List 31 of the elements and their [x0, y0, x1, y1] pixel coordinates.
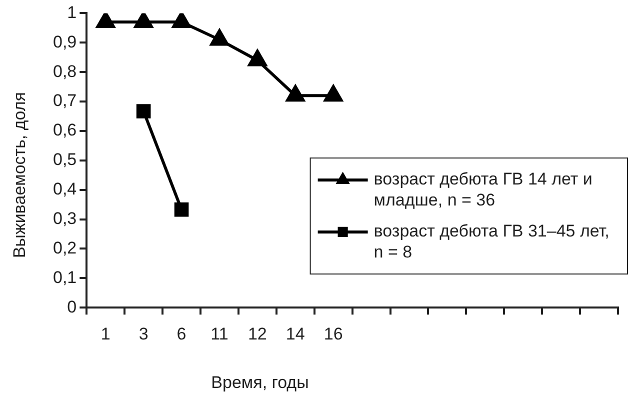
x-tick-label: 12	[248, 324, 267, 344]
point	[248, 50, 267, 66]
point	[172, 13, 191, 28]
point	[174, 202, 189, 217]
x-axis-title: Время, годы	[210, 373, 310, 393]
point	[96, 13, 115, 28]
y-tick-label: 0,1	[52, 268, 77, 287]
point	[286, 85, 305, 102]
y-tick-label: 1	[67, 2, 77, 22]
y-tick-label: 0,6	[52, 120, 77, 140]
legend-label: возраст дебюта ГВ 14 лет и младше, n = 36	[374, 170, 592, 210]
point	[134, 13, 153, 28]
y-tick-label: 0,9	[52, 32, 77, 52]
y-tick-label: 0,7	[52, 91, 77, 110]
y-tick-label: 0	[67, 297, 77, 316]
y-tick-label: 0,5	[52, 150, 77, 170]
x-tick-label: 3	[138, 324, 148, 344]
y-tick-label: 0,8	[52, 62, 77, 81]
point	[324, 85, 343, 102]
y-tick-label: 0,2	[52, 238, 77, 258]
x-tick-label: 1	[100, 324, 110, 344]
y-axis-title: Выживаемость, доля	[10, 90, 30, 260]
x-tick-label: 6	[176, 324, 186, 344]
y-tick-label: 0,3	[52, 208, 77, 228]
point	[210, 29, 229, 46]
point	[136, 104, 151, 118]
legend-label: возраст дебюта ГВ 31–45 лет, n = 8	[374, 222, 610, 262]
x-tick-label: 16	[324, 324, 343, 344]
x-tick-label: 11	[210, 324, 228, 344]
x-tick-label: 14	[286, 324, 305, 344]
y-tick-label: 0,4	[52, 180, 77, 199]
